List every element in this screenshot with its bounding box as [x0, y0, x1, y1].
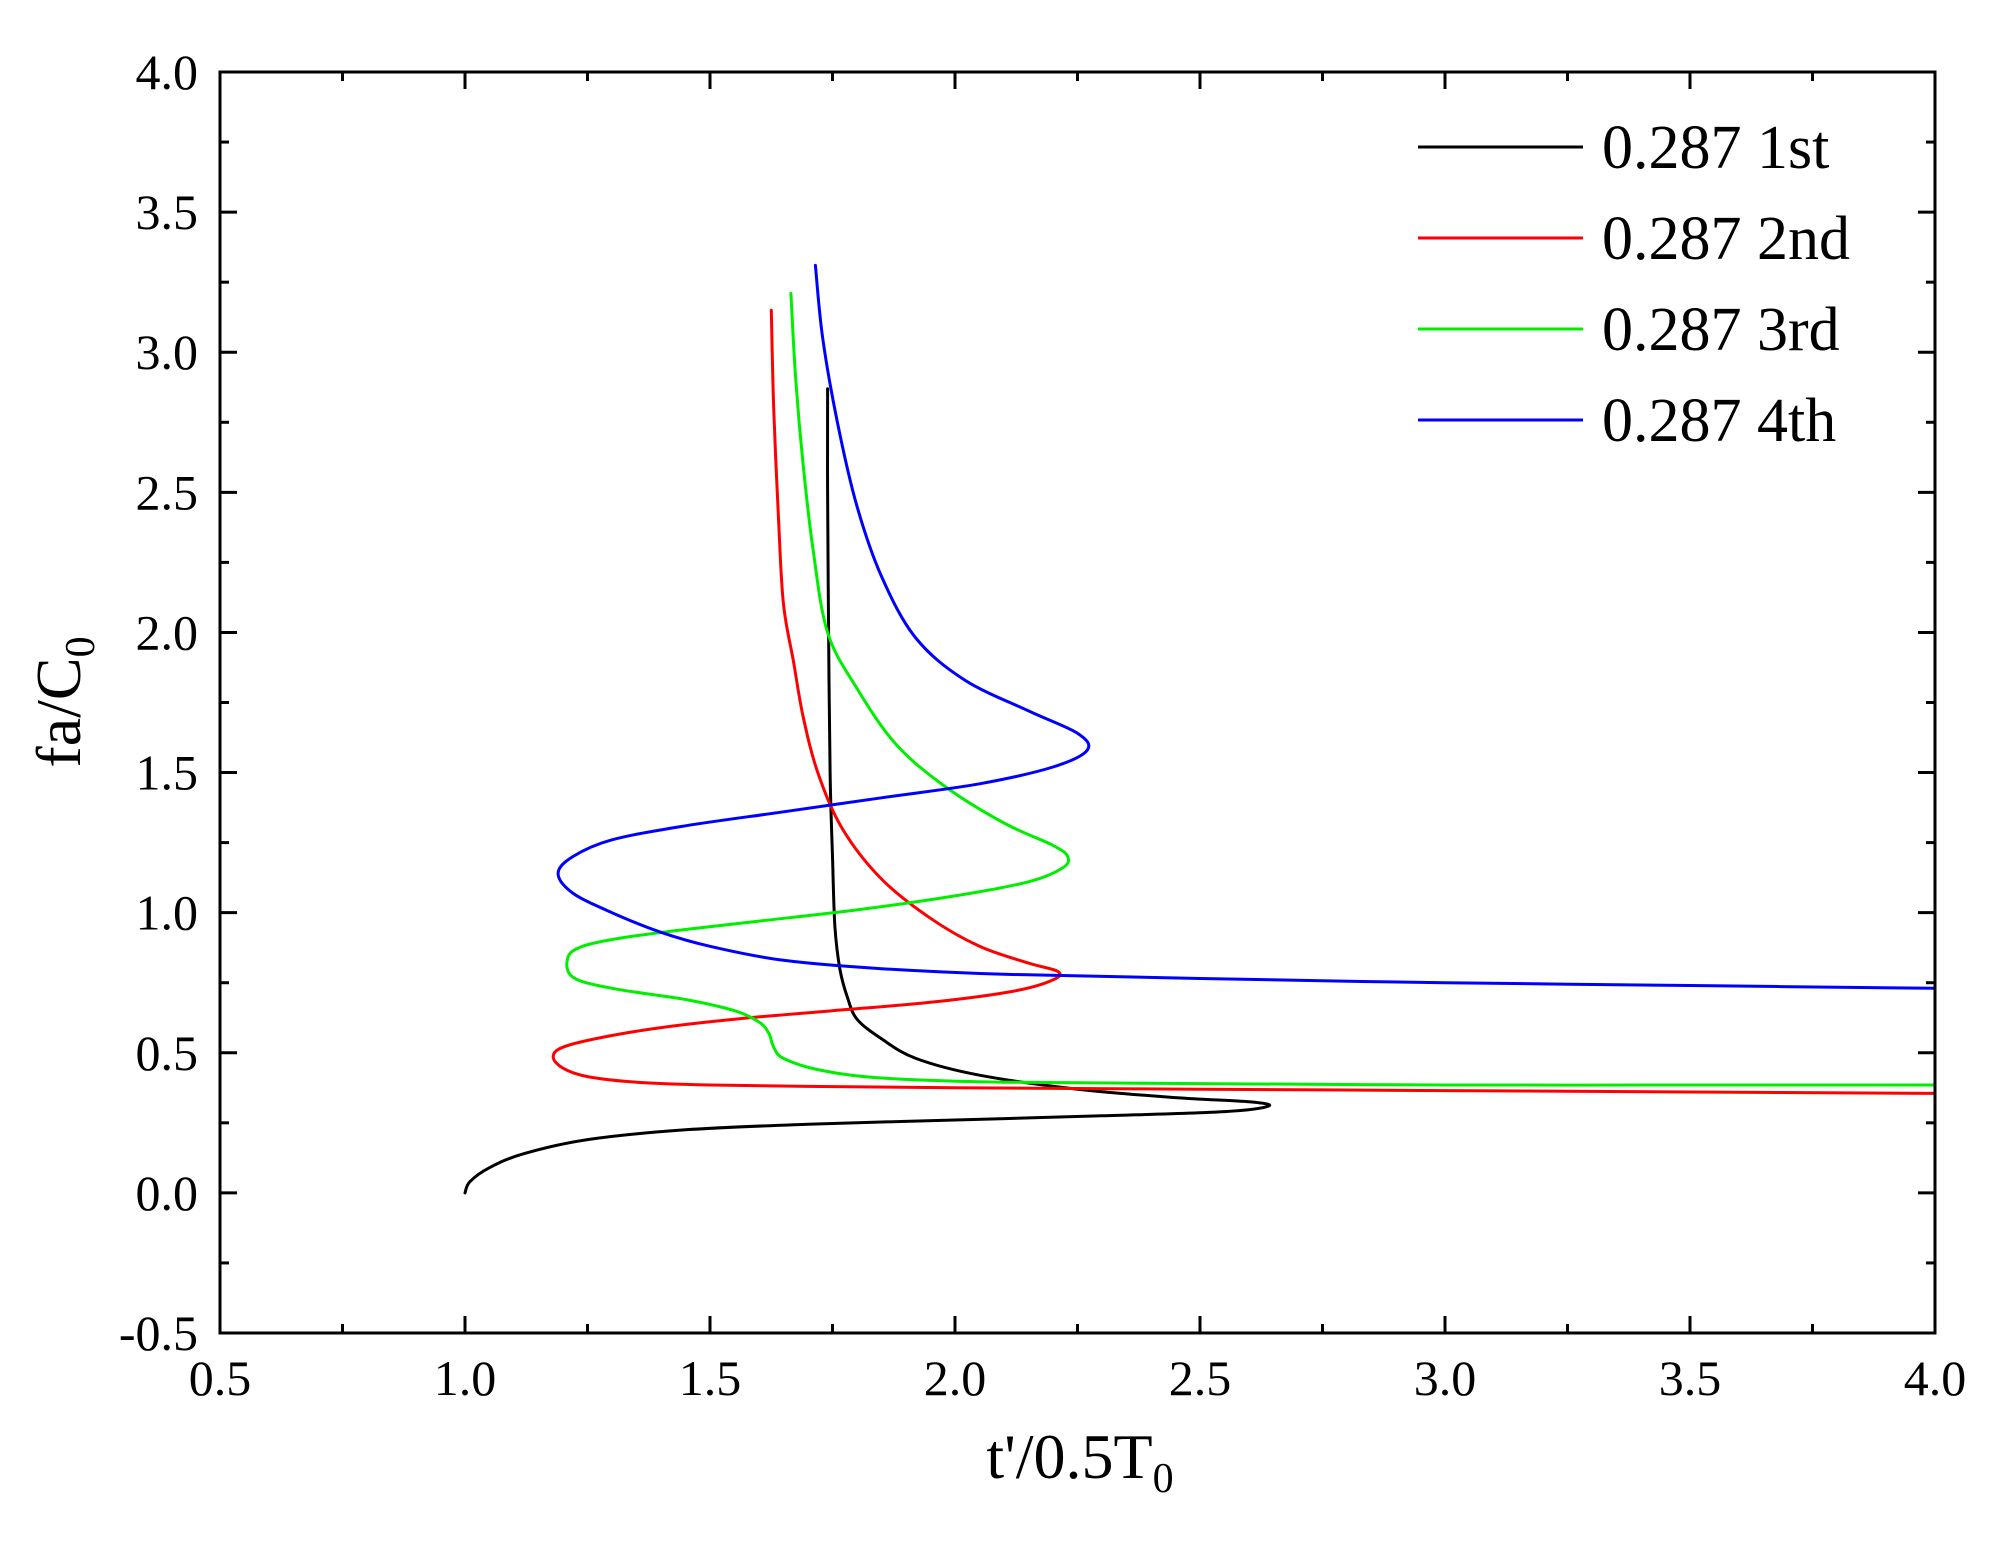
x-tick-label: 3.0	[1414, 1350, 1477, 1406]
legend-label-1: 0.287 1st	[1602, 114, 1829, 182]
y-axis-title: fa/C0	[23, 636, 104, 767]
y-tick-label: 3.5	[136, 184, 199, 240]
x-axis-title-subscript: 0	[1153, 1456, 1174, 1502]
x-tick-label: 2.5	[1169, 1350, 1232, 1406]
x-tick-label: 0.5	[189, 1350, 252, 1406]
legend-label-4: 0.287 4th	[1602, 387, 1836, 455]
y-tick-label: 1.5	[136, 745, 199, 801]
y-tick-label: 2.0	[136, 604, 199, 660]
y-tick-label: 4.0	[136, 44, 199, 100]
y-tick-label: 1.0	[136, 885, 199, 941]
series-line-3	[565, 291, 1937, 1087]
y-tick-label: 0.0	[136, 1165, 199, 1221]
legend-label-3: 0.287 3rd	[1602, 296, 1840, 364]
series-line-4	[556, 263, 1937, 990]
y-tick-label: 0.5	[136, 1025, 199, 1081]
y-axis-title-main: fa/C	[23, 657, 94, 767]
y-tick-label: 3.0	[136, 324, 199, 380]
series-layer	[463, 263, 1937, 1195]
x-tick-label: 1.5	[679, 1350, 742, 1406]
legend-label-2: 0.287 2nd	[1602, 205, 1850, 273]
series-line-2	[551, 308, 1937, 1095]
x-axis-title: t'/0.5T0	[986, 1421, 1173, 1502]
x-tick-label: 3.5	[1659, 1350, 1722, 1406]
y-axis-title-subscript: 0	[58, 636, 104, 657]
x-axis-title-main: t'/0.5T	[986, 1421, 1152, 1492]
ticks-layer: 0.5 1.0 1.5 2.0 2.5 3.0 3.5 4.0 -0.5 0.0 0.5 1.0 1.5…	[119, 44, 1966, 1406]
x-tick-label: 1.0	[434, 1350, 497, 1406]
x-tick-label: 2.0	[924, 1350, 987, 1406]
x-tick-label: 4.0	[1904, 1350, 1967, 1406]
legend: 0.287 1st 0.287 2nd 0.287 3rd 0.287 4th	[1418, 114, 1850, 455]
series-line-1	[463, 387, 1272, 1195]
y-tick-label: -0.5	[119, 1305, 198, 1361]
y-tick-label: 2.5	[136, 464, 199, 520]
